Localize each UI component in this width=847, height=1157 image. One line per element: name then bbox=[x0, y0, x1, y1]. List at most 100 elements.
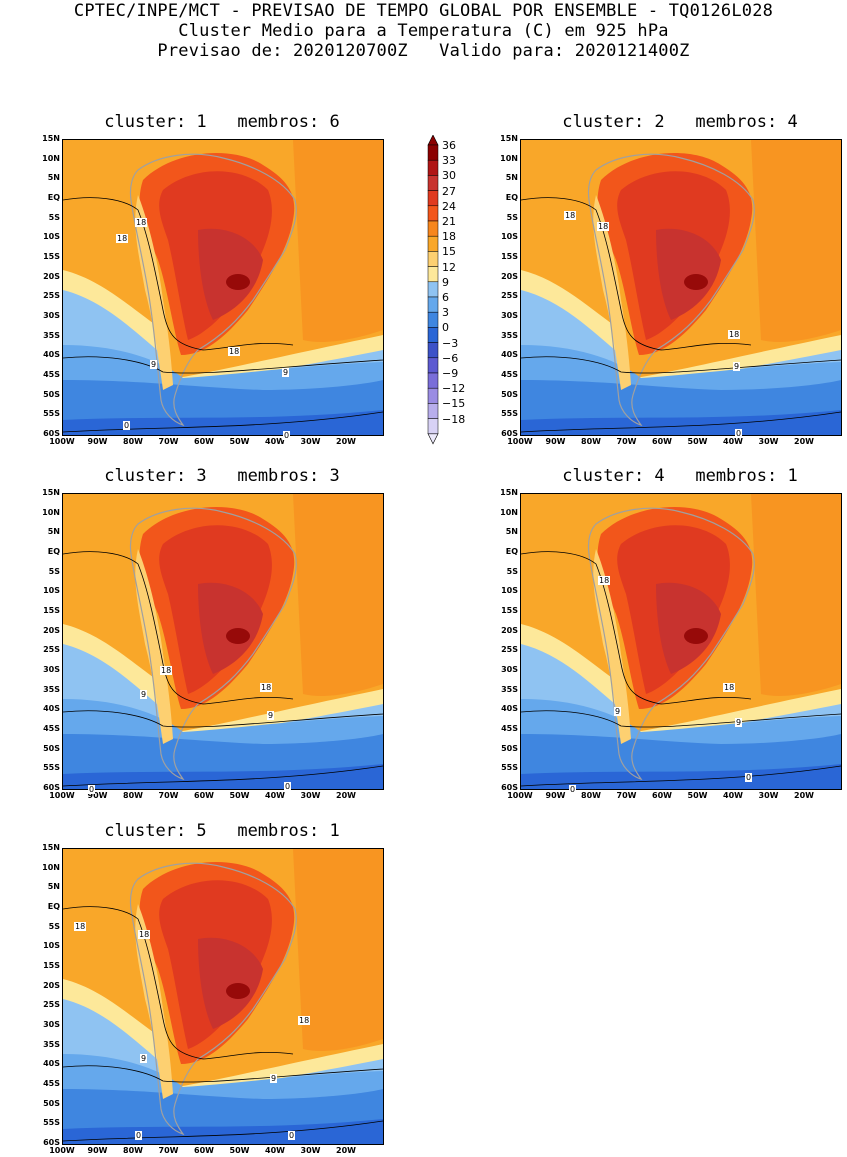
lat-tick-label: 10N bbox=[500, 153, 518, 163]
lon-tick-label: 50W bbox=[229, 1146, 250, 1155]
colorbar-label: 24 bbox=[442, 199, 456, 213]
panel-title: cluster: 4 membros: 1 bbox=[562, 466, 798, 486]
lon-tick-label: 30W bbox=[300, 791, 321, 800]
map-plot-area bbox=[62, 139, 384, 436]
colorbar-label: −6 bbox=[442, 351, 459, 365]
lat-tick-label: 50S bbox=[43, 743, 60, 753]
field-band-33 bbox=[684, 628, 708, 644]
coastline bbox=[587, 153, 755, 427]
lon-tick-label: 100W bbox=[49, 437, 75, 446]
lat-tick-label: 60S bbox=[43, 429, 60, 438]
lat-tick-label: 45S bbox=[43, 1079, 60, 1088]
lat-tick-label: 20S bbox=[43, 625, 60, 635]
lat-tick-label: 15S bbox=[43, 961, 60, 970]
lon-tick-label: 20W bbox=[336, 1146, 356, 1155]
lat-tick-label: 5N bbox=[47, 173, 60, 183]
lat-tick-label: 10S bbox=[43, 941, 60, 951]
lon-tick-label: 50W bbox=[687, 437, 708, 446]
lon-tick-label: 100W bbox=[49, 791, 75, 800]
lat-tick-label: 20S bbox=[501, 271, 518, 281]
andes-strip bbox=[135, 904, 173, 1099]
colorbar-label: 27 bbox=[442, 184, 456, 198]
contour-label: 18 bbox=[138, 930, 151, 939]
colorbar-segment bbox=[427, 190, 439, 207]
colorbar-segment bbox=[427, 311, 439, 328]
lon-tick-label: 90W bbox=[87, 437, 108, 446]
colorbar-label: 30 bbox=[442, 169, 456, 183]
colorbar-label: 9 bbox=[442, 275, 449, 289]
lat-tick-label: 15S bbox=[501, 606, 518, 615]
lon-tick-label: 80W bbox=[123, 437, 143, 446]
lon-tick-label: 20W bbox=[794, 437, 814, 446]
contour-label: 9 bbox=[733, 362, 741, 371]
contour-label: 18 bbox=[74, 922, 87, 931]
lat-tick-label: 20S bbox=[501, 625, 518, 635]
lat-tick-label: 20S bbox=[43, 980, 60, 990]
colorbar-segment bbox=[427, 357, 439, 374]
lon-tick-label: 70W bbox=[616, 437, 637, 446]
contour-0 bbox=[521, 765, 841, 787]
lon-tick-label: 60W bbox=[194, 437, 214, 446]
lon-tick-label: 40W bbox=[265, 791, 285, 800]
lat-tick-label: 5S bbox=[506, 212, 518, 222]
coastline bbox=[129, 153, 297, 427]
contour-label: 0 bbox=[123, 421, 131, 430]
colorbar-segment bbox=[427, 175, 439, 191]
coastline bbox=[129, 862, 297, 1136]
contour-label: 18 bbox=[564, 211, 577, 220]
contour-18 bbox=[521, 197, 752, 351]
colorbar-segment bbox=[427, 205, 439, 222]
map-plot-area bbox=[520, 139, 842, 436]
lat-tick-label: 25S bbox=[501, 291, 518, 301]
lat-tick-label: 50S bbox=[43, 1098, 60, 1108]
andes-strip bbox=[593, 549, 631, 744]
lat-tick-label: 30S bbox=[43, 1020, 60, 1029]
lon-tick-label: 30W bbox=[300, 437, 321, 446]
lat-tick-label: 50S bbox=[43, 389, 60, 399]
contour-label: 0 bbox=[135, 1131, 143, 1140]
lat-tick-label: 5S bbox=[48, 566, 60, 576]
field-band-21 bbox=[751, 494, 841, 696]
lat-tick-label: 35S bbox=[501, 330, 518, 340]
contour-9 bbox=[521, 356, 841, 374]
colorbar-label: 12 bbox=[442, 260, 456, 274]
contour-label: 0 bbox=[745, 773, 753, 782]
lat-tick-label: 5S bbox=[506, 566, 518, 576]
lon-tick-label: 30W bbox=[758, 437, 779, 446]
colorbar-label: −18 bbox=[442, 412, 466, 426]
panel-title: cluster: 5 membros: 1 bbox=[104, 821, 340, 841]
contour-label: 0 bbox=[288, 1131, 296, 1140]
colorbar-label: 6 bbox=[442, 291, 449, 304]
lat-tick-label: 55S bbox=[501, 409, 518, 419]
lat-tick-label: 35S bbox=[501, 684, 518, 694]
lat-tick-label: 5N bbox=[47, 882, 60, 892]
lon-tick-label: 90W bbox=[87, 1146, 108, 1155]
lon-tick-label: 70W bbox=[616, 791, 637, 800]
header-subtitle: Cluster Medio para a Temperatura (C) em … bbox=[178, 21, 669, 41]
lat-tick-label: 10N bbox=[42, 862, 60, 872]
contour-label: 9 bbox=[140, 1054, 148, 1063]
lat-tick-label: 10S bbox=[501, 586, 518, 596]
contour-9 bbox=[63, 710, 383, 728]
lat-tick-label: 60S bbox=[501, 783, 518, 792]
lat-tick-label: 25S bbox=[43, 645, 60, 655]
contour-label: 18 bbox=[160, 666, 173, 675]
lat-tick-label: 40S bbox=[501, 704, 518, 714]
colorbar-segment bbox=[427, 296, 439, 313]
lat-tick-label: 15S bbox=[43, 252, 60, 261]
colorbar-segment bbox=[427, 235, 439, 252]
contour-label: 0 bbox=[569, 785, 577, 794]
field-band-30 bbox=[656, 228, 721, 320]
lat-tick-label: 55S bbox=[43, 763, 60, 773]
lat-tick-label: 5S bbox=[48, 921, 60, 931]
lat-tick-label: 35S bbox=[43, 684, 60, 694]
contour-label: 18 bbox=[598, 576, 611, 585]
lat-tick-label: EQ bbox=[47, 902, 60, 911]
lon-tick-label: 20W bbox=[336, 791, 356, 800]
lat-tick-label: 40S bbox=[43, 704, 60, 714]
colorbar-label: −9 bbox=[442, 367, 459, 380]
lon-tick-label: 60W bbox=[194, 1146, 214, 1155]
map-plot-area bbox=[520, 493, 842, 790]
field-band-33 bbox=[226, 628, 250, 644]
lat-tick-label: 25S bbox=[43, 291, 60, 301]
